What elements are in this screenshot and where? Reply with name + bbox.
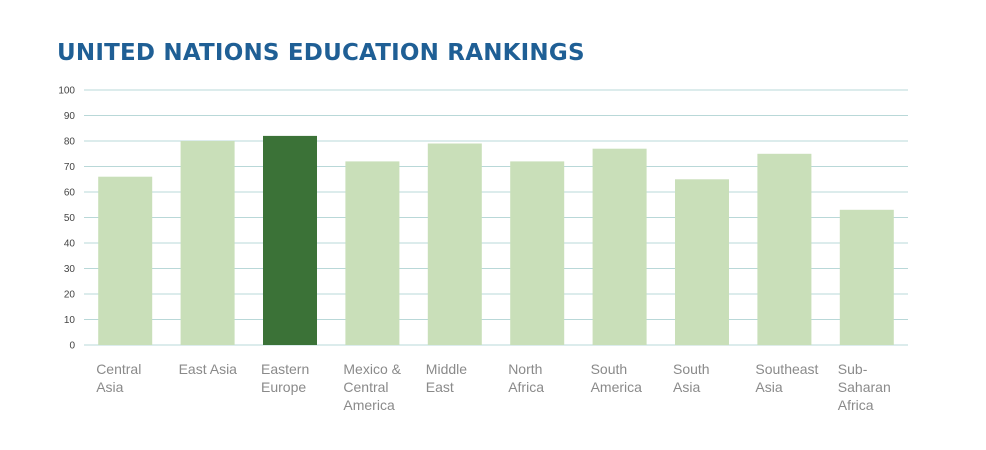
- x-tick-label: Eastern Europe: [261, 361, 310, 395]
- x-tick-label: Central Asia: [96, 361, 142, 395]
- x-tick-label: Sub- Saharan Africa: [837, 361, 891, 413]
- y-tick-label: 60: [64, 188, 76, 199]
- y-axis-ticks: 0 10 20 30 40 50 60 70 80 90 100: [58, 86, 75, 352]
- y-tick-label: 70: [64, 162, 76, 173]
- y-tick-label: 50: [64, 213, 76, 224]
- bars: [98, 135, 894, 346]
- y-tick-label: 10: [64, 315, 76, 326]
- bar: [592, 148, 647, 345]
- y-tick-label: 90: [64, 111, 76, 122]
- y-tick-label: 30: [64, 264, 76, 275]
- y-tick-label: 40: [64, 239, 76, 250]
- bar: [98, 176, 153, 345]
- y-tick-label: 80: [64, 137, 76, 148]
- bar: [675, 179, 729, 346]
- x-tick-label: Middle East: [425, 361, 468, 395]
- x-tick-label: East Asia: [178, 361, 237, 377]
- x-tick-label: Mexico & Central America: [343, 361, 401, 413]
- x-tick-label: Southeast Asia: [755, 361, 819, 395]
- y-tick-label: 20: [64, 290, 76, 301]
- chart-title: UNITED NATIONS EDUCATION RANKINGS: [57, 40, 585, 66]
- bar: [510, 161, 565, 345]
- x-tick-label: South America: [590, 361, 642, 395]
- y-tick-label: 100: [58, 86, 75, 97]
- bar: [839, 209, 894, 345]
- bar: [427, 143, 482, 345]
- bar: [345, 161, 400, 345]
- y-tick-label: 0: [69, 341, 75, 352]
- bar: [757, 153, 812, 346]
- x-tick-label: South Asia: [673, 361, 710, 395]
- bar: [263, 135, 317, 345]
- bar: [180, 141, 235, 345]
- x-tick-label: North Africa: [508, 361, 544, 395]
